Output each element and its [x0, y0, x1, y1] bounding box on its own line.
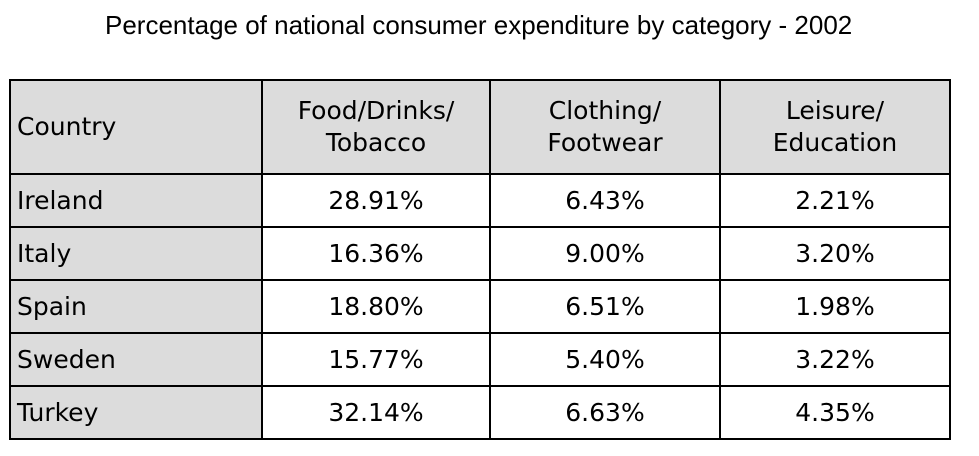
- header-country: Country: [9, 79, 263, 175]
- country-cell: Italy: [9, 226, 263, 281]
- table-row: Spain 18.80% 6.51% 1.98%: [9, 279, 951, 334]
- table-row: Sweden 15.77% 5.40% 3.22%: [9, 332, 951, 387]
- country-cell: Turkey: [9, 385, 263, 440]
- header-food-line-2: Tobacco: [325, 128, 427, 157]
- table-row: Ireland 28.91% 6.43% 2.21%: [9, 173, 951, 228]
- header-clothing-line-1: Clothing/: [548, 96, 662, 125]
- country-cell: Sweden: [9, 332, 263, 387]
- leisure-value-cell: 2.21%: [719, 173, 951, 228]
- clothing-value-cell: 5.40%: [489, 332, 721, 387]
- header-leisure-line-2: Education: [772, 128, 898, 157]
- clothing-value-cell: 6.51%: [489, 279, 721, 334]
- header-food-line-1: Food/Drinks/: [297, 96, 455, 125]
- clothing-value-cell: 9.00%: [489, 226, 721, 281]
- expenditure-table: Country Food/Drinks/ Tobacco Clothing/ F…: [9, 79, 951, 440]
- header-row: Country Food/Drinks/ Tobacco Clothing/ F…: [9, 79, 951, 175]
- header-food: Food/Drinks/ Tobacco: [261, 79, 491, 175]
- food-value-cell: 15.77%: [261, 332, 491, 387]
- leisure-value-cell: 3.22%: [719, 332, 951, 387]
- header-clothing-line-2: Footwear: [547, 128, 663, 157]
- leisure-value-cell: 4.35%: [719, 385, 951, 440]
- food-value-cell: 28.91%: [261, 173, 491, 228]
- country-cell: Spain: [9, 279, 263, 334]
- food-value-cell: 32.14%: [261, 385, 491, 440]
- food-value-cell: 18.80%: [261, 279, 491, 334]
- table-row: Turkey 32.14% 6.63% 4.35%: [9, 385, 951, 440]
- header-leisure: Leisure/ Education: [719, 79, 951, 175]
- header-leisure-line-1: Leisure/: [785, 96, 885, 125]
- clothing-value-cell: 6.63%: [489, 385, 721, 440]
- table-row: Italy 16.36% 9.00% 3.20%: [9, 226, 951, 281]
- header-country-line-1: Country: [17, 112, 117, 141]
- leisure-value-cell: 1.98%: [719, 279, 951, 334]
- food-value-cell: 16.36%: [261, 226, 491, 281]
- leisure-value-cell: 3.20%: [719, 226, 951, 281]
- country-cell: Ireland: [9, 173, 263, 228]
- header-clothing: Clothing/ Footwear: [489, 79, 721, 175]
- chart-title: Percentage of national consumer expendit…: [105, 10, 853, 40]
- clothing-value-cell: 6.43%: [489, 173, 721, 228]
